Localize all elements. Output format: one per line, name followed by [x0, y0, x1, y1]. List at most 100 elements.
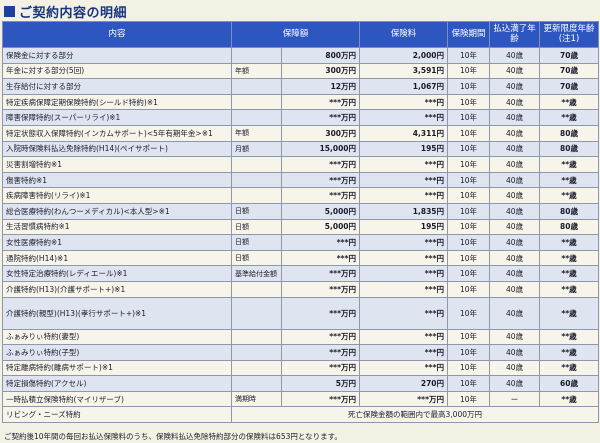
row-paid-age: 40歳: [489, 344, 541, 361]
row-paid-age: 40歳: [489, 218, 541, 236]
row-renew-age: **歳: [539, 328, 600, 346]
row-paid-age: 40歳: [489, 202, 541, 220]
row-period: 10年: [447, 47, 491, 64]
row-period: 10年: [447, 109, 491, 126]
row-amount-label: [231, 375, 282, 392]
row-amount-label: 月額: [231, 140, 282, 158]
row-paid-age: 40歳: [489, 328, 541, 346]
row-renew-age: **歳: [539, 187, 600, 204]
table-row: 特定疾病保障定期保険特約(シールド特約)※1 ***万円 ***円 10年 40歳 **歳: [2, 93, 600, 111]
section-title-text: ご契約内容の明細: [19, 5, 128, 21]
row-paid-age: 40歳: [489, 78, 541, 95]
row-name: 生存給付に対する部分: [2, 78, 232, 95]
row-premium: ***円: [359, 280, 449, 298]
row-name: 介護特約(親型)(H13)(孝行サポート+)※1: [2, 296, 232, 330]
row-amount: ***万円: [280, 109, 361, 126]
row-amount-label: [231, 93, 282, 111]
row-amount-label: 日額: [231, 249, 282, 267]
row-amount-label: 日額: [231, 234, 282, 251]
row-premium: ***円: [359, 265, 449, 282]
row-period: 10年: [447, 359, 491, 377]
row-amount: ***万円: [280, 187, 361, 204]
row-renew-age: **歳: [539, 234, 600, 251]
row-amount: 5万円: [280, 375, 361, 392]
row-name: 保険金に対する部分: [2, 47, 232, 64]
table-row: 障害保障特約(スーパーリライ)※1 ***万円 ***円 10年 40歳 **歳: [2, 109, 600, 126]
contract-table: 内容 保障額 保険料 保険期間 払込満了年齢 更新限度年齢(注1) 保険金に対す…: [2, 21, 600, 424]
row-period: 10年: [447, 187, 491, 204]
row-period: 10年: [447, 78, 491, 95]
table-row: 一時払積立保険特約(マイリザーブ) 満期時 ***万円 ***万円 10年ー **歳: [2, 390, 600, 408]
row-renew-age: **歳: [539, 359, 600, 377]
row-period: 10年: [447, 93, 491, 111]
row-period: 10年: [447, 171, 491, 189]
row-paid-age: 40歳: [489, 265, 541, 282]
table-row: 疾病障害特約(リライ)※1 ***万円 ***円 10年 40歳 **歳: [2, 187, 600, 204]
row-paid-age: 40歳: [489, 280, 541, 298]
table-row: ふぁみりぃ特約(子型) ***万円 ***円 10年 40歳 **歳: [2, 344, 600, 361]
header-renew-age: 更新限度年齢(注1): [539, 21, 600, 48]
row-amount-label: 日額: [231, 218, 282, 236]
row-renew-age: **歳: [539, 156, 600, 173]
row-amount: 5,000円: [280, 202, 361, 220]
row-premium: ***円: [359, 171, 449, 189]
row-renew-age: **歳: [539, 171, 600, 189]
row-amount-label: 満期時: [231, 390, 282, 408]
row-period: 10年: [447, 390, 491, 408]
row-name: 特定損傷特約(アクセル): [2, 375, 232, 392]
row-name: 特定疾病保障定期保険特約(シールド特約)※1: [2, 93, 232, 111]
table-row: 特定離病特約(離病サポート)※1 ***万円 ***円 10年 40歳 **歳: [2, 359, 600, 377]
table-header-row: 内容 保障額 保険料 保険期間 払込満了年齢 更新限度年齢(注1): [2, 21, 600, 48]
row-name: ふぁみりぃ特約(妻型): [2, 328, 232, 346]
table-row: 介護特約(親型)(H13)(孝行サポート+)※1 ***万円 ***円 10年 40歳 *…: [2, 296, 600, 330]
row-paid-age: 40歳: [489, 234, 541, 251]
row-period: 10年: [447, 249, 491, 267]
row-amount-label: 基準給付金額: [231, 265, 282, 282]
row-premium: 195円: [359, 218, 449, 236]
row-premium: 1,835円: [359, 202, 449, 220]
table-row: 災害割増特約※1 ***万円 ***円 10年 40歳 **歳: [2, 156, 600, 173]
row-amount: ***万円: [280, 171, 361, 189]
table-row: 生活習慣病特約※1 日額 5,000円 195円 10年 40歳 80歳: [2, 218, 600, 236]
row-amount: ***万円: [280, 359, 361, 377]
row-amount: ***万円: [280, 344, 361, 361]
row-name: 生活習慣病特約※1: [2, 218, 232, 236]
row-premium: ***円: [359, 344, 449, 361]
row-premium: 4,311円: [359, 124, 449, 142]
row-amount-label: 年額: [231, 124, 282, 142]
row-paid-age: 40歳: [489, 296, 541, 330]
row-paid-age: 40歳: [489, 93, 541, 111]
row-premium: ***万円: [359, 390, 449, 408]
row-premium: 270円: [359, 375, 449, 392]
row-paid-age: ー: [489, 390, 541, 408]
row-premium: 2,000円: [359, 47, 449, 64]
row-amount-label: [231, 359, 282, 377]
row-premium: ***円: [359, 249, 449, 267]
row-amount: 300万円: [280, 124, 361, 142]
row-renew-age: **歳: [539, 280, 600, 298]
row-amount: ***万円: [280, 390, 361, 408]
row-amount-label: [231, 187, 282, 204]
row-period: 10年: [447, 328, 491, 346]
header-period: 保険期間: [447, 21, 491, 48]
row-name: 年金に対する部分(5回): [2, 62, 232, 80]
row-paid-age: 40歳: [489, 109, 541, 126]
row-premium: 195円: [359, 140, 449, 158]
row-renew-age: 80歳: [539, 140, 600, 158]
table-row: 女性医療特約※1 日額 ***円 ***円 10年 40歳 **歳: [2, 234, 600, 251]
row-period: 10年: [447, 344, 491, 361]
row-amount-label: [231, 109, 282, 126]
row-amount-label: [231, 78, 282, 95]
row-amount: ***万円: [280, 156, 361, 173]
row-amount: ***万円: [280, 280, 361, 298]
row-premium: ***円: [359, 328, 449, 346]
header-item: 内容: [2, 21, 232, 48]
row-name: 通院特約(H14)※1: [2, 249, 232, 267]
row-name: 災害割増特約※1: [2, 156, 232, 173]
row-amount: ***円: [280, 249, 361, 267]
table-row: ふぁみりぃ特約(妻型) ***万円 ***円 10年 40歳 **歳: [2, 328, 600, 346]
row-name: 傷害特約※1: [2, 171, 232, 189]
row-amount: 15,000円: [280, 140, 361, 158]
row-paid-age: 40歳: [489, 156, 541, 173]
